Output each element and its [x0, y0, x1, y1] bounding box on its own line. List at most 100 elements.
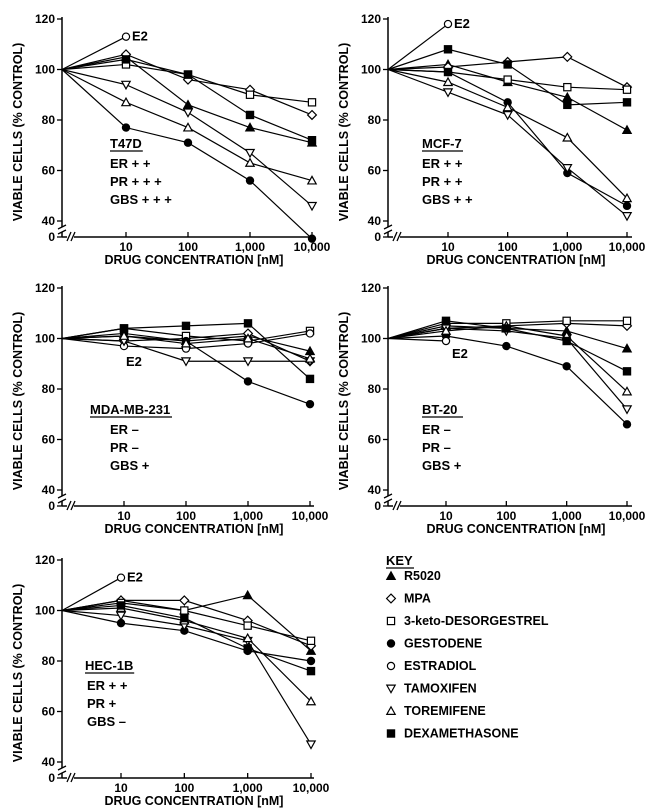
- receptor-status: PR + +: [422, 174, 463, 189]
- data-point-toremifene: [306, 175, 318, 185]
- y-axis-label: VIABLE CELLS (% CONTROL): [11, 312, 25, 490]
- annotation-e2: E2: [126, 354, 142, 369]
- x-tick-label: 1,000: [235, 240, 265, 254]
- x-axis-label: DRUG CONCENTRATION [nM]: [105, 253, 284, 267]
- data-point-gestodene: [243, 377, 253, 386]
- key-item-gestodene: GESTODENE: [386, 637, 482, 651]
- data-point-dexamethasone: [502, 324, 511, 333]
- data-point-3-keto-desorgestrel: [180, 606, 189, 615]
- key-title: KEY: [386, 553, 413, 568]
- series-toremifene: [61, 330, 316, 363]
- data-point-toremifene: [182, 122, 194, 132]
- key-item-toremifene: TOREMIFENE: [385, 704, 486, 718]
- data-point-dexamethasone: [563, 100, 572, 110]
- y-tick-label: 100: [35, 604, 55, 618]
- x-tick-label: 10,000: [609, 240, 646, 254]
- series-dexamethasone: [61, 601, 316, 676]
- x-axis-label: DRUG CONCENTRATION [nM]: [105, 522, 284, 536]
- x-axis-label: DRUG CONCENTRATION [nM]: [105, 794, 284, 808]
- data-point-dexamethasone: [245, 110, 255, 120]
- series-line-toremifene: [387, 325, 628, 392]
- data-point-toremifene: [442, 76, 454, 87]
- series-line-estradiol: [61, 36, 127, 71]
- receptor-status: GBS +: [110, 458, 150, 473]
- key-label: DEXAMETHASONE: [404, 727, 519, 741]
- y-tick-label: 100: [35, 63, 55, 77]
- data-point-tamoxifen: [305, 740, 317, 750]
- data-point-tamoxifen: [306, 201, 318, 212]
- key-marker-estradiol: [386, 661, 396, 671]
- x-axis-break-mark: [70, 231, 76, 242]
- data-point-estradiol: [116, 573, 126, 582]
- receptor-status: ER + +: [87, 678, 128, 693]
- y-axis-break-mark: [57, 765, 67, 771]
- key-item-3-keto-desorgestrel: 3-keto-DESORGESTREL: [386, 614, 549, 628]
- cell-line-label: MCF-7: [422, 136, 462, 151]
- key-label: ESTRADIOL: [404, 659, 477, 673]
- series-dexamethasone: [387, 45, 632, 110]
- key-label: 3-keto-DESORGESTREL: [404, 614, 549, 628]
- x-tick-label: 10,000: [609, 509, 646, 523]
- data-point-gestodene: [502, 341, 511, 351]
- data-point-3-keto-desorgestrel: [243, 621, 252, 630]
- y-tick-label: 120: [361, 12, 381, 26]
- y-tick-label: 40: [42, 755, 56, 769]
- key-label: TAMOXIFEN: [404, 682, 477, 696]
- data-point-toremifene: [304, 353, 316, 363]
- data-point-3-keto-desorgestrel: [503, 75, 512, 84]
- data-point-r5020: [621, 343, 633, 353]
- data-point-tamoxifen: [502, 110, 513, 121]
- x-tick-label: 10,000: [292, 509, 329, 523]
- receptor-status: ER –: [422, 422, 451, 437]
- y-tick-label: 40: [368, 483, 382, 497]
- series-estradiol: [387, 336, 451, 346]
- series-estradiol: [61, 573, 126, 612]
- key-label: GESTODENE: [404, 637, 482, 651]
- series-line-estradiol: [61, 577, 122, 612]
- series-dexamethasone: [61, 319, 315, 384]
- data-point-gestodene: [183, 138, 193, 147]
- receptor-status: GBS + + +: [110, 192, 172, 207]
- key-marker-dexamethasone: [386, 729, 396, 738]
- y-tick-label: 80: [42, 382, 56, 396]
- y-tick-label: 100: [361, 63, 381, 77]
- data-point-dexamethasone: [121, 55, 131, 64]
- key-marker-tamoxifen: [385, 684, 397, 694]
- x-axis-label: DRUG CONCENTRATION [nM]: [427, 253, 606, 267]
- receptor-status: GBS + +: [422, 192, 473, 207]
- data-point-estradiol: [305, 329, 315, 338]
- data-point-tamoxifen: [621, 405, 633, 415]
- data-point-dexamethasone: [441, 316, 451, 326]
- key-item-r5020: R5020: [385, 569, 441, 583]
- x-axis-break-mark: [66, 500, 72, 511]
- series-line-tamoxifen: [61, 68, 313, 207]
- y-tick-label: 40: [42, 214, 56, 228]
- x-tick-label: 10,000: [293, 781, 330, 795]
- x-tick-label: 10: [439, 509, 453, 523]
- receptor-status: ER –: [110, 422, 139, 437]
- data-point-dexamethasone: [243, 319, 253, 328]
- data-point-toremifene: [440, 325, 452, 335]
- series-line-gestodene: [61, 69, 313, 240]
- x-axis-break-mark: [392, 500, 398, 511]
- y-tick-label: 80: [368, 382, 382, 396]
- series-tamoxifen: [387, 68, 633, 222]
- y-axis-break-mark: [383, 498, 393, 504]
- data-point-estradiol: [121, 32, 131, 41]
- data-point-tamoxifen: [244, 148, 256, 159]
- data-point-mpa: [179, 595, 190, 606]
- data-point-3-keto-desorgestrel: [245, 90, 255, 99]
- data-point-tamoxifen: [621, 211, 633, 222]
- x-tick-label: 100: [174, 781, 194, 795]
- cell-line-label: BT-20: [422, 402, 457, 417]
- y-tick-label: 40: [368, 214, 382, 228]
- data-point-dexamethasone: [622, 98, 632, 107]
- key-label: MPA: [404, 592, 431, 606]
- series-dexamethasone: [387, 316, 632, 376]
- series-3-keto-desorgestrel: [387, 67, 632, 94]
- data-point-toremifene: [244, 157, 256, 167]
- series-tamoxifen: [61, 68, 318, 212]
- panel-t47d: 0 40 60 80 100 120 10 100 1,000 10,000 DRUG CONCEN…: [11, 12, 331, 267]
